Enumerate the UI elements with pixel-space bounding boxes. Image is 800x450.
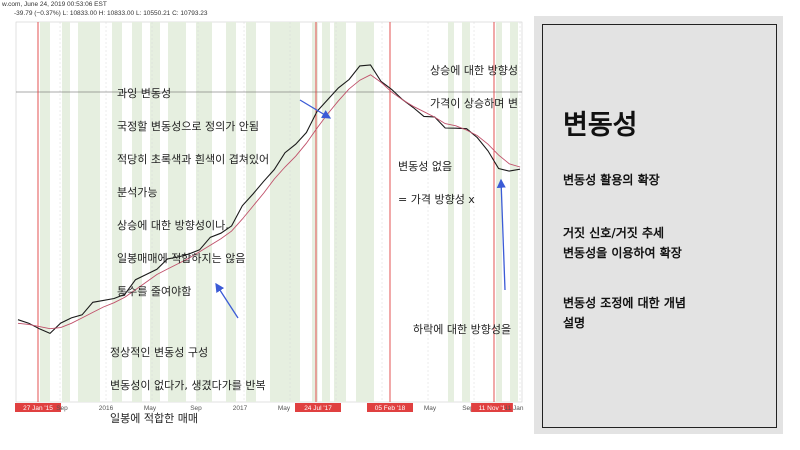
x-tick-label: 24 Jul '17 [304, 405, 332, 412]
volatility-band [62, 22, 70, 402]
x-tick-label: 2016 [99, 405, 114, 412]
x-tick-label: 2017 [233, 405, 248, 412]
volatility-band [270, 22, 300, 402]
volatility-band [112, 22, 122, 402]
explanation-panel-frame: 변동성 변동성 활용의 확장 거짓 신호/거짓 추세 변동성을 이용하여 확장 … [542, 24, 777, 428]
annotation-excess-volatility: 과잉 변동성 국정할 변동성으로 정의가 안됨 적당히 초록색과 흰색이 겹쳐있… [117, 87, 270, 298]
volatility-band [356, 22, 374, 402]
x-tick-label: Sep [462, 405, 474, 412]
x-tick-label: May [278, 405, 291, 412]
volatility-band [168, 22, 186, 402]
x-tick-label-bg [295, 403, 341, 412]
annotation-no-volatility: 변동성 없음 = 가격 방향성 x [398, 160, 475, 206]
volatility-band [322, 22, 330, 402]
x-tick-label-bg [15, 403, 61, 412]
volatility-band [334, 22, 346, 402]
panel-item-false-signal: 거짓 신호/거짓 추세 변동성을 이용하여 확장 [563, 226, 682, 260]
plot-area [15, 21, 523, 403]
x-tick-label: May [144, 405, 157, 412]
annotation-downward-direction: 하락에 대한 방향성을 [413, 323, 512, 336]
panel-item-volatility-usage: 변동성 활용의 확장 [563, 173, 660, 187]
volatility-chart: 27 Jan '15 Sep 2016 May Sep 2017 May 24 Jul '17… [15, 21, 524, 412]
volatility-band [132, 22, 142, 402]
x-tick-label-bg [367, 403, 413, 412]
x-tick-label: 05 Feb '18 [375, 405, 406, 412]
panel-item-volatility-adjustment: 변동성 조정에 대한 개념 설명 [563, 296, 686, 330]
panel-title: 변동성 [563, 110, 638, 141]
volatility-band [150, 22, 160, 402]
volatility-band [312, 22, 318, 402]
explanation-panel: 변동성 변동성 활용의 확장 거짓 신호/거짓 추세 변동성을 이용하여 확장 … [534, 16, 783, 434]
annotation-arrow [215, 282, 239, 319]
x-tick-label: 11 Nov '1 [479, 405, 506, 412]
volatility-band [196, 22, 212, 402]
volatility-band [246, 22, 256, 402]
price-line [17, 64, 521, 335]
chart-source-header: w.com, June 24, 2019 00:53:06 EST [2, 1, 107, 8]
ohlc-readout: -39.79 (−0.37%) L: 10833.00 H: 10833.00 … [14, 10, 208, 17]
volatility-band [510, 22, 518, 402]
volatility-band [462, 22, 470, 402]
volatility-band [40, 22, 50, 402]
annotation-normal-volatility: 정상적인 변동성 구성 변동성이 없다가, 생겼다가를 반복 일봉에 적합한 매… [110, 346, 266, 425]
x-tick-label: Sep [190, 405, 202, 412]
volatility-band [496, 22, 502, 402]
annotation-upward-direction: 상승에 대한 방향성 가격이 상승하며 변 [430, 64, 518, 110]
x-tick-label: 11 Jan [504, 405, 523, 412]
x-tick-label: May [424, 405, 437, 412]
x-tick-label: Sep [56, 405, 68, 412]
x-tick-label: 27 Jan '15 [23, 405, 53, 412]
x-tick-label-bg [471, 403, 513, 412]
annotation-arrow [496, 178, 506, 291]
moving-average-line [17, 74, 521, 330]
volatility-band [78, 22, 100, 402]
annotation-arrow [299, 99, 332, 119]
volatility-band [448, 22, 454, 402]
volatility-band [226, 22, 236, 402]
